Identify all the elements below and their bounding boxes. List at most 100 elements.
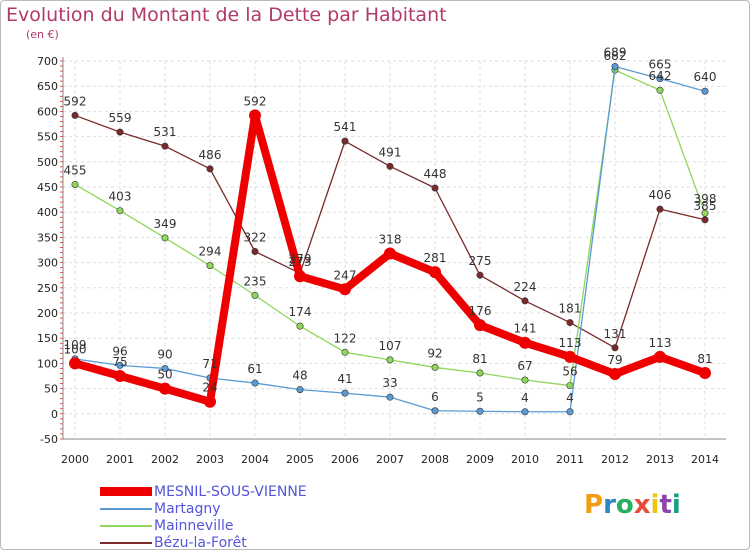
y-tick-label: 450 (37, 181, 58, 194)
y-tick-label: 200 (37, 307, 58, 320)
data-point-mesnil-sous-vienne (429, 266, 441, 279)
logo-letter: i (650, 490, 660, 520)
data-point-mesnil-sous-vienne (564, 350, 576, 363)
x-tick-label: 2006 (331, 453, 359, 466)
x-tick-label: 2008 (421, 453, 449, 466)
logo-letter: t (659, 490, 672, 520)
data-point-martagny (341, 389, 349, 397)
legend-swatch (100, 508, 152, 510)
data-label-mainneville: 294 (199, 245, 222, 259)
legend-swatch (100, 525, 152, 527)
data-point-mesnil-sous-vienne (339, 283, 351, 296)
y-tick-label: 600 (37, 105, 58, 118)
data-label-mainneville: 174 (289, 305, 312, 319)
data-point-martagny (251, 379, 259, 387)
data-point-mainneville (296, 322, 304, 330)
data-label-mesnil-sous-vienne: 79 (607, 353, 622, 367)
data-label-b-zu-la-for-t: 448 (424, 167, 447, 181)
data-label-martagny: 41 (337, 372, 352, 386)
data-point-martagny (431, 407, 439, 415)
data-label-martagny: 71 (202, 357, 217, 371)
data-point-b-zu-la-for-t (656, 205, 664, 213)
y-tick-label: 250 (37, 282, 58, 295)
data-point-martagny (116, 361, 124, 369)
data-point-mainneville (656, 86, 664, 94)
data-label-mesnil-sous-vienne: 100 (64, 342, 87, 356)
data-label-mesnil-sous-vienne: 24 (202, 381, 217, 395)
data-point-martagny (386, 393, 394, 401)
y-tick-label: 150 (37, 332, 58, 345)
data-point-mainneville (71, 180, 79, 188)
data-point-mesnil-sous-vienne (384, 247, 396, 260)
data-point-mainneville (476, 369, 484, 377)
logo-letter: i (671, 490, 681, 520)
data-label-martagny: 5 (476, 390, 484, 404)
chart-title: Evolution du Montant de la Dette par Hab… (6, 4, 447, 26)
logo-letter: x (633, 490, 651, 520)
y-tick-label: 0 (51, 408, 58, 421)
y-tick-label: 500 (37, 156, 58, 169)
data-point-mainneville (206, 262, 214, 270)
data-label-mainneville: 682 (604, 49, 627, 63)
x-tick-label: 2003 (196, 453, 224, 466)
data-point-mesnil-sous-vienne (294, 270, 306, 283)
legend-label: Martagny (154, 501, 221, 517)
data-label-b-zu-la-for-t: 559 (109, 111, 132, 125)
x-tick-label: 2012 (601, 453, 629, 466)
data-label-mesnil-sous-vienne: 273 (289, 255, 312, 269)
data-point-mesnil-sous-vienne (69, 357, 81, 370)
logo-letter: P (584, 490, 604, 520)
legend-label: MESNIL-SOUS-VIENNE (154, 484, 307, 500)
data-point-mesnil-sous-vienne (609, 367, 621, 380)
data-point-mesnil-sous-vienne (114, 370, 126, 382)
data-label-mainneville: 642 (649, 69, 672, 83)
data-point-mainneville (116, 207, 124, 215)
data-label-mainneville: 56 (562, 365, 577, 379)
data-label-b-zu-la-for-t: 275 (469, 254, 492, 268)
data-label-mainneville: 455 (64, 163, 87, 177)
data-point-b-zu-la-for-t (161, 142, 169, 150)
data-label-mesnil-sous-vienne: 50 (157, 368, 172, 382)
data-point-mesnil-sous-vienne (654, 350, 666, 363)
y-tick-label: -50 (40, 433, 58, 446)
legend-label: Mainneville (154, 518, 234, 534)
data-label-b-zu-la-for-t: 486 (199, 148, 222, 162)
x-tick-label: 2007 (376, 453, 404, 466)
data-label-mesnil-sous-vienne: 75 (112, 355, 127, 369)
data-point-mesnil-sous-vienne (249, 109, 261, 122)
data-point-martagny (161, 364, 169, 372)
data-point-b-zu-la-for-t (206, 165, 214, 173)
data-label-martagny: 689 (604, 46, 627, 60)
data-label-martagny: 4 (521, 391, 529, 405)
data-point-b-zu-la-for-t (701, 216, 709, 224)
data-point-mainneville (251, 291, 259, 299)
data-label-mesnil-sous-vienne: 141 (514, 322, 537, 336)
data-label-martagny: 33 (382, 376, 397, 390)
data-label-mainneville: 81 (472, 352, 487, 366)
data-label-mesnil-sous-vienne: 113 (559, 336, 582, 350)
data-label-mesnil-sous-vienne: 592 (244, 94, 267, 108)
data-label-martagny: 6 (431, 390, 439, 404)
data-point-b-zu-la-for-t (566, 319, 574, 327)
x-tick-label: 2000 (61, 453, 89, 466)
data-label-b-zu-la-for-t: 181 (559, 302, 582, 316)
y-tick-label: 650 (37, 80, 58, 93)
data-label-mainneville: 67 (517, 359, 532, 373)
logo-letter: o (615, 490, 634, 520)
data-label-mainneville: 92 (427, 346, 442, 360)
data-point-martagny (296, 386, 304, 394)
data-point-martagny (611, 63, 619, 71)
data-label-mainneville: 349 (154, 217, 177, 231)
data-label-martagny: 96 (112, 344, 127, 358)
data-label-mesnil-sous-vienne: 176 (469, 304, 492, 318)
data-point-mesnil-sous-vienne (474, 319, 486, 332)
y-tick-label: 50 (44, 383, 58, 396)
data-label-b-zu-la-for-t: 531 (154, 125, 177, 139)
data-point-martagny (566, 408, 574, 416)
x-tick-label: 2014 (691, 453, 719, 466)
x-tick-label: 2004 (241, 453, 269, 466)
data-label-mesnil-sous-vienne: 113 (649, 336, 672, 350)
data-label-b-zu-la-for-t: 131 (604, 327, 627, 341)
data-label-martagny: 109 (64, 338, 87, 352)
data-label-mesnil-sous-vienne: 247 (334, 268, 357, 282)
